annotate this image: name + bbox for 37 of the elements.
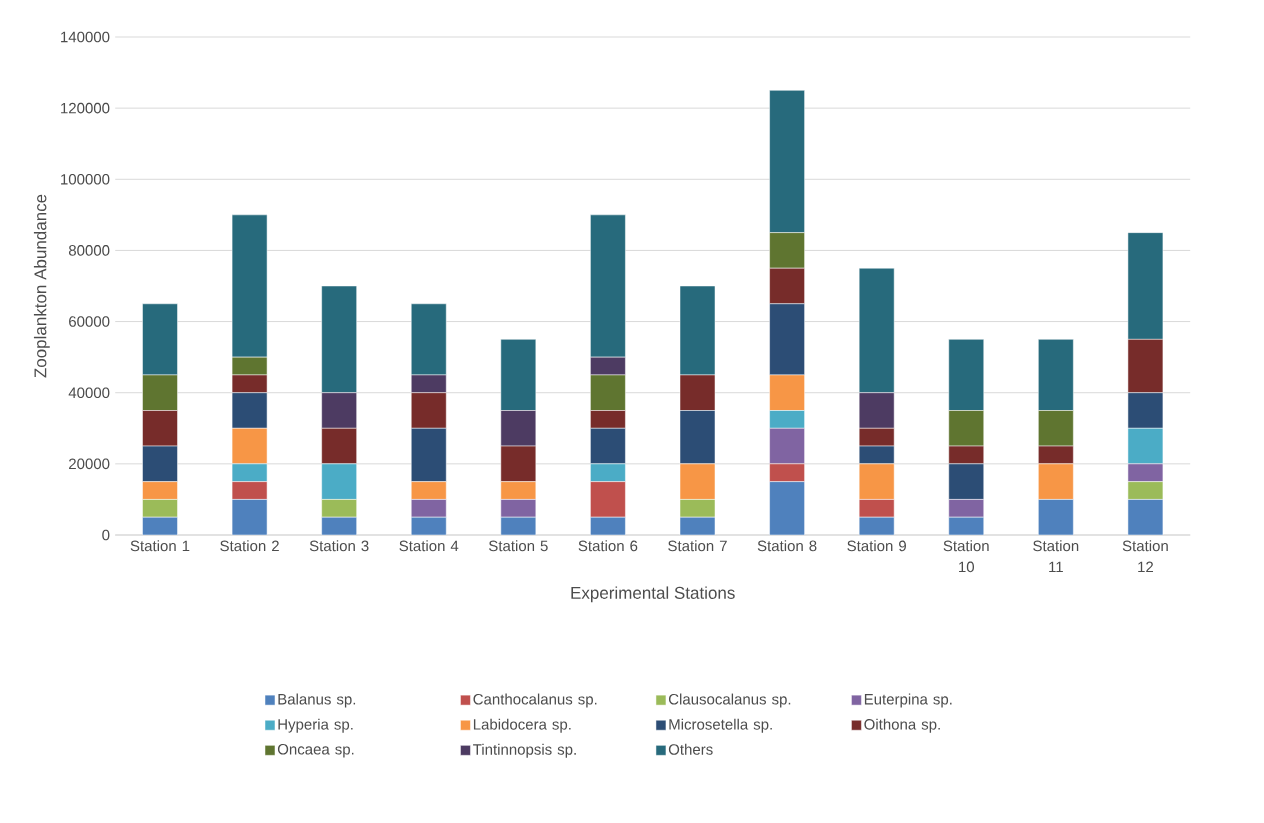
x-tick-label: Station 7 <box>668 540 727 552</box>
legend-label: Euterpina sp. <box>864 693 952 708</box>
x-tick-label: Station 12 <box>1122 540 1168 573</box>
legend-label: Tintinnopsis sp. <box>473 743 576 758</box>
y-tick-label: 80000 <box>68 245 110 256</box>
y-tick-label: 60000 <box>69 316 110 327</box>
bar <box>1127 499 1164 535</box>
y-tick-label: 0 <box>102 529 110 541</box>
legend-label: Oithona sp. <box>864 718 940 733</box>
x-tick-label: Station 2 <box>220 540 279 552</box>
x-tick-label: Station 3 <box>309 540 369 552</box>
x-tick-label: Station 1 <box>130 540 190 552</box>
x-tick-label: Station 4 <box>399 540 459 552</box>
y-tick-label: 20000 <box>69 458 110 470</box>
legend-label: Labidocera sp. <box>473 718 571 733</box>
legend-label: Hyperia sp. <box>278 718 353 733</box>
bar <box>769 481 805 535</box>
x-tick-label: Station 11 <box>1033 540 1079 573</box>
legend-label: Clausocalanus sp. <box>668 693 791 708</box>
legend-label: Others <box>668 743 713 755</box>
y-tick-label: 120000 <box>61 102 110 114</box>
x-tick-label: Station 10 <box>943 540 989 573</box>
x-tick-label: Station 6 <box>578 540 638 552</box>
legend-label: Microsetella sp. <box>669 718 772 733</box>
bar <box>231 499 268 535</box>
legend-label: Balanus sp. <box>278 693 356 708</box>
legend-label: Oncaea sp. <box>277 743 354 758</box>
y-axis-title: Zooplankton Abundance <box>33 194 50 378</box>
legend-label: Canthocalanus sp. <box>473 693 597 708</box>
y-tick-label: 140000 <box>61 31 110 43</box>
x-tick-label: Station 5 <box>489 540 548 552</box>
x-tick-label: Station 9 <box>847 540 906 552</box>
y-tick-label: 40000 <box>68 387 110 399</box>
bar <box>1038 499 1074 535</box>
x-axis-title: Experimental Stations <box>571 586 735 603</box>
x-tick-label: Station 8 <box>757 540 817 552</box>
y-tick-label: 100000 <box>61 173 110 185</box>
